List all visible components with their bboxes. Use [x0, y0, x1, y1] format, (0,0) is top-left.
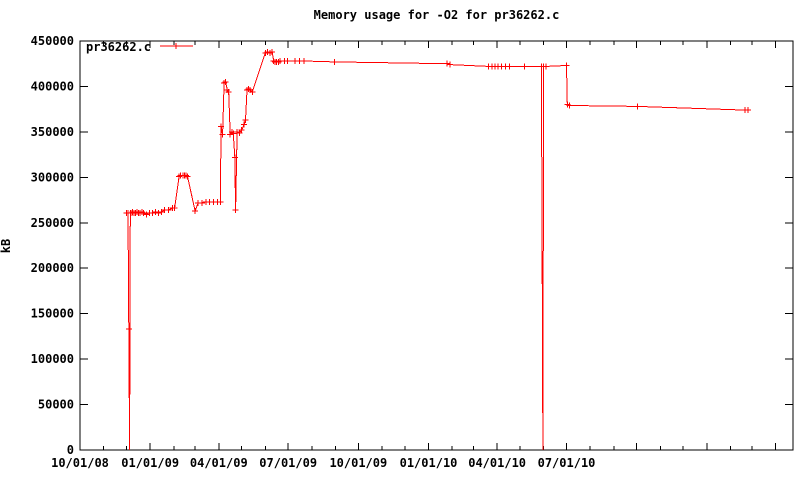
svg-text:07/01/09: 07/01/09 [259, 456, 317, 470]
svg-text:150000: 150000 [31, 307, 74, 321]
svg-text:10/01/08: 10/01/08 [51, 456, 109, 470]
svg-text:450000: 450000 [31, 34, 74, 48]
chart-title: Memory usage for -O2 for pr36262.c [313, 8, 560, 22]
series-markers [123, 48, 752, 333]
svg-text:50000: 50000 [38, 398, 74, 412]
svg-text:350000: 350000 [31, 125, 74, 139]
svg-text:250000: 250000 [31, 216, 74, 230]
svg-text:400000: 400000 [31, 79, 74, 93]
x-ticks [79, 41, 776, 450]
y-ticks: 0 50000 100000 150000 200000 250000 300000 3500… [31, 34, 793, 457]
svg-text:04/01/10: 04/01/10 [468, 456, 526, 470]
svg-text:01/01/10: 01/01/10 [400, 456, 458, 470]
svg-text:200000: 200000 [31, 261, 74, 275]
y-axis-label: kB [0, 238, 13, 254]
legend-sample [160, 43, 193, 49]
series-line [126, 51, 748, 451]
svg-text:0: 0 [67, 443, 74, 457]
legend-series-label: pr36262.c [86, 40, 152, 54]
plot-border [79, 40, 794, 451]
svg-text:01/01/09: 01/01/09 [121, 456, 179, 470]
svg-text:300000: 300000 [31, 170, 74, 184]
x-tick-labels: 10/01/08 01/01/09 04/01/09 07/01/09 10/01/09… [51, 456, 595, 470]
svg-text:100000: 100000 [31, 352, 74, 366]
svg-text:07/01/10: 07/01/10 [538, 456, 596, 470]
svg-text:04/01/09: 04/01/09 [190, 456, 248, 470]
svg-text:10/01/09: 10/01/09 [329, 456, 387, 470]
